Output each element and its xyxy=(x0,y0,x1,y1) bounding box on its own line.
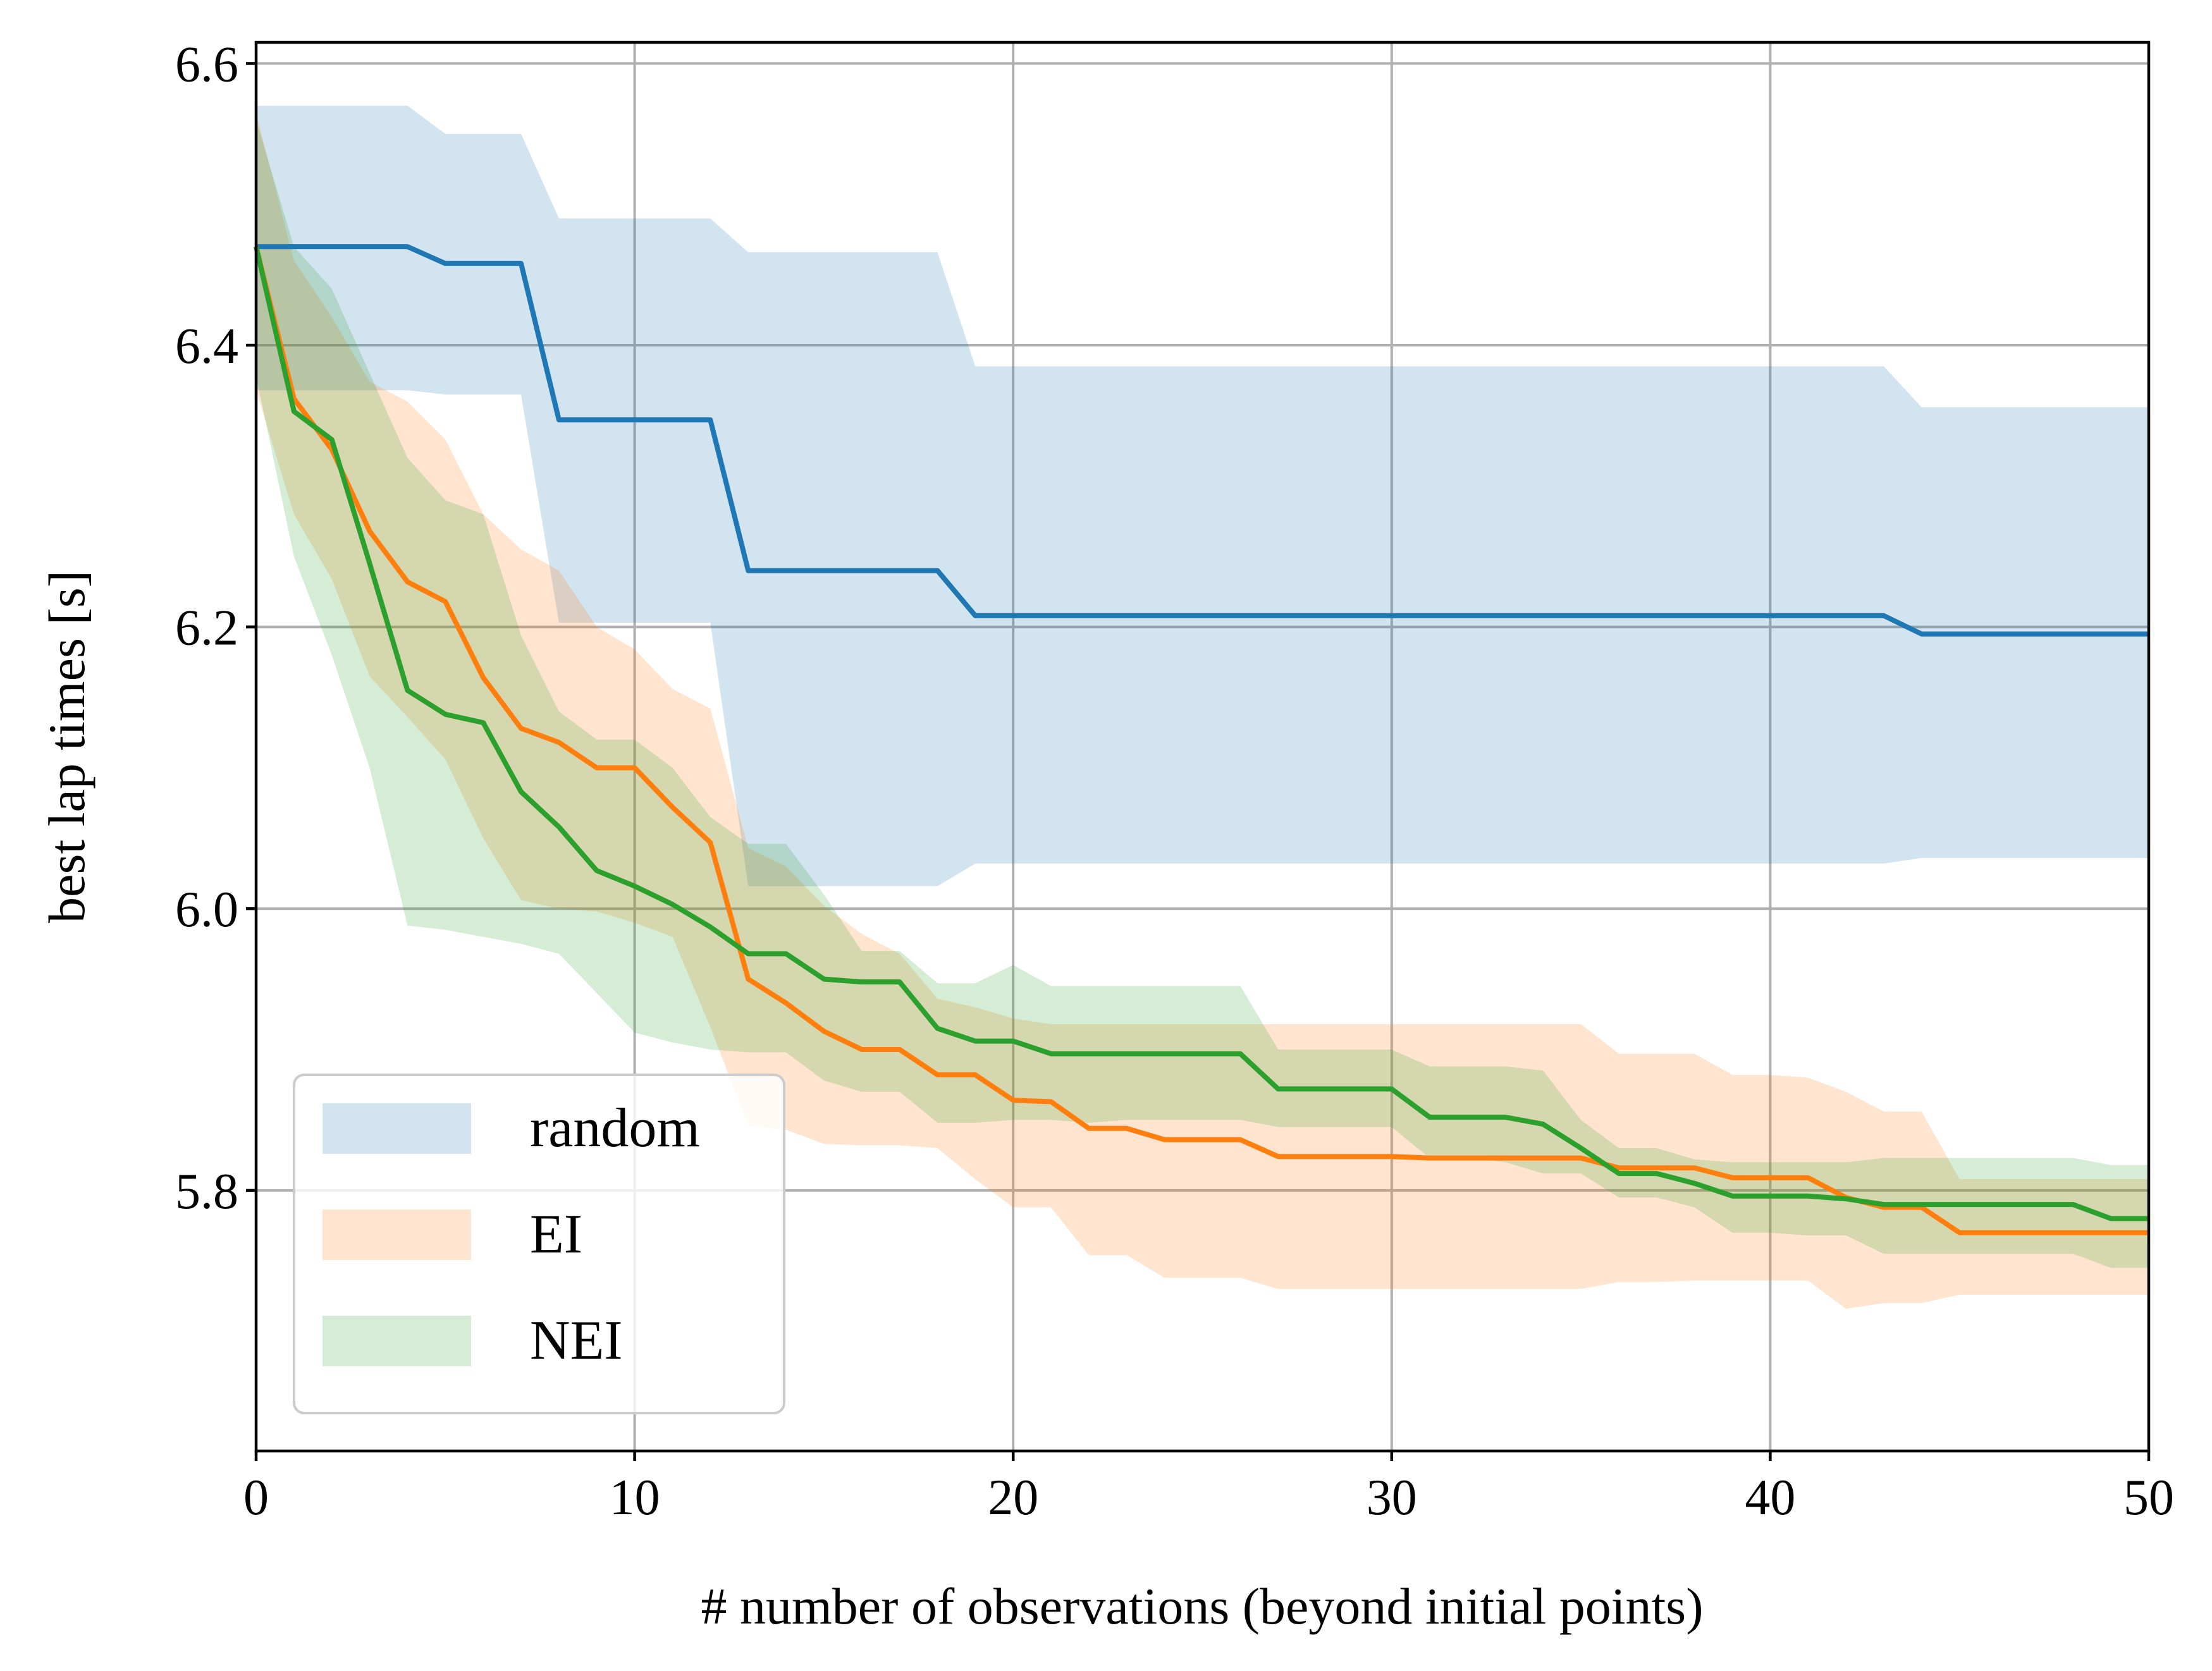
x-tick-label: 40 xyxy=(1745,1470,1795,1526)
y-tick-label: 6.4 xyxy=(175,319,238,374)
plot-frame xyxy=(254,40,2151,1453)
x-tick-label: 50 xyxy=(2123,1470,2174,1526)
y-axis-ticks: 5.8 6.0 6.2 6.4 6.6 xyxy=(175,37,256,1220)
random-mean-line xyxy=(256,244,2149,637)
legend-swatch-nei xyxy=(323,1316,471,1366)
legend-label-ei: EI xyxy=(530,1204,582,1265)
legend-box xyxy=(293,1074,785,1414)
series-lines xyxy=(254,244,2149,1235)
nei-confidence-band xyxy=(256,119,2149,1268)
x-axis-label: # number of observations (beyond initial… xyxy=(701,1577,1703,1635)
ei-mean-line xyxy=(254,246,2149,1235)
x-tick-label: 20 xyxy=(988,1470,1038,1526)
legend-swatch-random xyxy=(323,1103,471,1154)
legend-swatch-ei xyxy=(323,1209,471,1260)
x-tick-label: 10 xyxy=(610,1470,660,1526)
legend-label-nei: NEI xyxy=(530,1310,623,1371)
legend: random EI NEI xyxy=(293,1074,785,1414)
y-tick-label: 6.2 xyxy=(175,601,238,656)
y-tick-label: 6.0 xyxy=(175,882,238,938)
x-tick-label: 0 xyxy=(243,1470,269,1526)
x-axis-ticks: 0 10 20 30 40 50 xyxy=(243,1451,2174,1526)
random-confidence-band xyxy=(256,106,2149,886)
y-tick-label: 6.6 xyxy=(175,37,238,92)
x-tick-label: 30 xyxy=(1367,1470,1417,1526)
legend-label-random: random xyxy=(530,1098,700,1159)
confidence-bands xyxy=(256,106,2149,1309)
nei-mean-line xyxy=(254,246,2149,1221)
ei-confidence-band xyxy=(256,113,2149,1309)
y-tick-label: 5.8 xyxy=(175,1164,238,1220)
y-axis-label: best lap times [s] xyxy=(38,570,95,923)
